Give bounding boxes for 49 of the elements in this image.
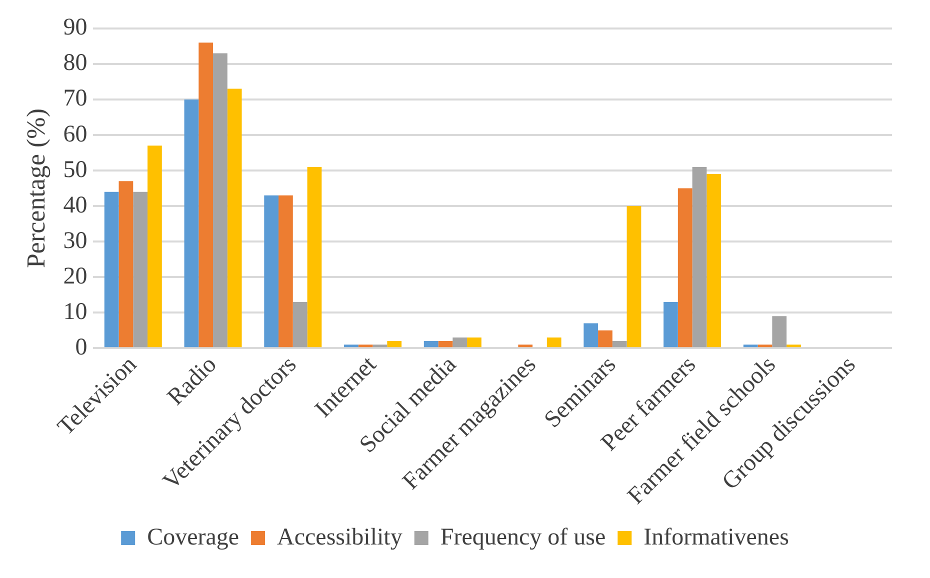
legend-label: Informativenes (644, 524, 789, 550)
legend-label: Frequency of use (440, 524, 606, 550)
y-tick-label: 30 (63, 228, 88, 254)
y-tick-label: 10 (63, 298, 88, 325)
bar (584, 323, 598, 348)
bar (424, 341, 438, 348)
bar (184, 99, 199, 348)
bar (292, 302, 308, 348)
bar (372, 344, 388, 348)
y-tick-label: 50 (63, 156, 88, 183)
bar (664, 302, 678, 348)
y-axis-title: Percentage (%) (21, 108, 50, 268)
legend-label: Accessibility (277, 524, 402, 550)
bar (467, 337, 482, 348)
bar (104, 192, 119, 348)
y-tick-label: 70 (63, 86, 88, 112)
legend-label: Coverage (147, 524, 240, 550)
y-tick-label: 80 (63, 50, 88, 76)
bar (438, 341, 453, 348)
bar (118, 181, 134, 348)
bar (772, 316, 787, 348)
bar (148, 146, 162, 348)
bar (307, 166, 322, 348)
bar (358, 344, 373, 348)
y-tick-label: 60 (63, 121, 88, 148)
bar (198, 42, 214, 348)
bar (758, 344, 772, 348)
bar (264, 195, 279, 348)
bar (387, 341, 402, 348)
y-tick-label: 20 (63, 263, 88, 290)
bar (278, 195, 293, 348)
bar (133, 192, 148, 348)
bar (213, 53, 228, 348)
bar (626, 206, 642, 348)
bar (518, 344, 533, 348)
bar (546, 337, 562, 348)
y-tick-label: 40 (63, 192, 88, 218)
y-tick-label: 90 (63, 14, 88, 41)
bar (344, 344, 358, 348)
bar (598, 330, 612, 348)
bar (678, 188, 692, 348)
bar (743, 344, 758, 348)
bar (706, 174, 722, 348)
bar (692, 166, 707, 348)
bar (786, 344, 801, 348)
bar (227, 88, 242, 348)
y-tick-label: 0 (75, 334, 88, 360)
bar (612, 341, 627, 348)
bar (452, 337, 468, 348)
